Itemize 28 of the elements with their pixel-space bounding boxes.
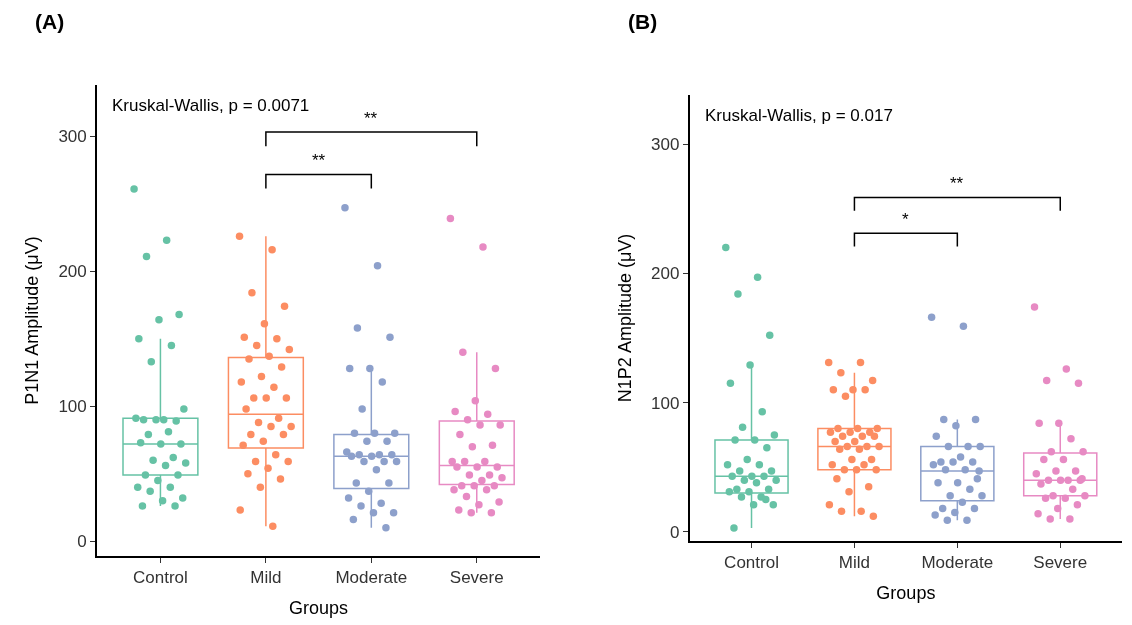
annotation: Kruskal-Wallis, p = 0.0071 xyxy=(112,96,310,115)
x-tick-label: Control xyxy=(133,568,188,588)
x-tick-label: Severe xyxy=(1033,553,1088,573)
y-tick-label: 0 xyxy=(77,532,87,552)
x-tick-label: Mild xyxy=(838,553,871,573)
x-tick-label: Mild xyxy=(250,568,282,588)
x-axis-title: Groups xyxy=(289,598,349,618)
y-tick-label: 0 xyxy=(669,522,680,542)
y-tick-label: 100 xyxy=(58,397,87,417)
x-axis-title: Groups xyxy=(876,582,936,603)
y-tick-label: 100 xyxy=(650,393,680,413)
chart-title: (B) xyxy=(628,10,658,33)
y-tick-label: 300 xyxy=(650,134,680,154)
chart-title: (A) xyxy=(35,10,65,33)
annotation: ** xyxy=(950,174,964,193)
x-tick-label: Moderate xyxy=(921,553,994,573)
y-tick-label: 200 xyxy=(58,262,87,282)
y-tick-label: 300 xyxy=(58,127,87,147)
annotation: ** xyxy=(312,151,326,170)
y-axis-title: N1P2 Amplitude (μV) xyxy=(614,233,635,403)
x-tick-label: Severe xyxy=(449,568,504,588)
x-tick-label: Control xyxy=(724,553,779,573)
annotation: ** xyxy=(364,109,378,128)
x-tick-label: Moderate xyxy=(335,568,408,588)
annotation: Kruskal-Wallis, p = 0.017 xyxy=(705,106,893,125)
y-axis-title: P1N1 Amplitude (μV) xyxy=(22,236,43,405)
annotation: * xyxy=(902,210,909,229)
y-tick-label: 200 xyxy=(650,264,680,284)
